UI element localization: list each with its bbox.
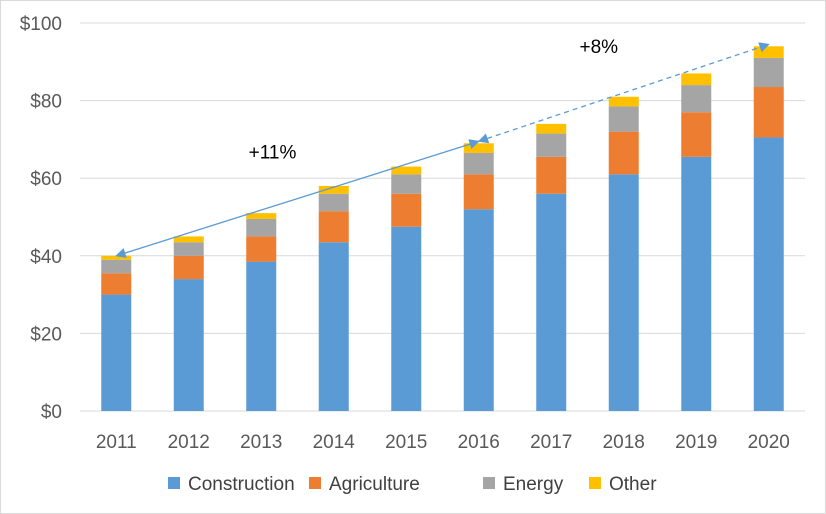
legend-label-construction: Construction xyxy=(188,474,295,495)
legend-swatch-construction xyxy=(168,477,180,489)
y-tick-label: $20 xyxy=(30,324,62,345)
bar-other-2012 xyxy=(173,236,204,243)
bar-energy-2015 xyxy=(391,174,422,194)
bar-energy-2018 xyxy=(608,106,639,132)
bar-construction-2020 xyxy=(753,137,784,411)
y-tick-label: $0 xyxy=(41,402,62,423)
growth-annotation-label: +8% xyxy=(579,37,618,58)
x-tick-label: 2017 xyxy=(530,432,572,453)
bar-agriculture-2018 xyxy=(608,131,639,175)
bar-construction-2017 xyxy=(536,193,567,411)
bar-agriculture-2013 xyxy=(246,236,277,262)
bar-other-2019 xyxy=(681,73,712,86)
bar-other-2011 xyxy=(101,255,132,260)
growth-annotation-label: +11% xyxy=(249,143,297,164)
bar-construction-2019 xyxy=(681,156,712,411)
y-tick-label: $40 xyxy=(30,247,62,268)
bar-construction-2015 xyxy=(391,226,422,411)
y-tick-label: $80 xyxy=(30,92,62,113)
bar-agriculture-2019 xyxy=(681,112,712,157)
bar-agriculture-2011 xyxy=(101,273,132,295)
legend-label-energy: Energy xyxy=(503,474,564,495)
bar-energy-2014 xyxy=(318,193,349,212)
bar-energy-2020 xyxy=(753,57,784,88)
x-tick-label: 2020 xyxy=(748,432,790,453)
bar-other-2018 xyxy=(608,96,639,107)
bar-construction-2018 xyxy=(608,174,639,411)
legend-label-other: Other xyxy=(609,474,657,495)
growth-arrow-2 xyxy=(477,42,770,144)
y-tick-label: $60 xyxy=(30,169,62,190)
x-tick-label: 2018 xyxy=(603,432,645,453)
legend-swatch-energy xyxy=(483,477,495,489)
bar-construction-2011 xyxy=(101,294,132,411)
bar-agriculture-2015 xyxy=(391,193,422,227)
bar-other-2020 xyxy=(753,46,784,58)
bar-energy-2013 xyxy=(246,218,277,237)
x-tick-label: 2014 xyxy=(313,432,356,453)
bar-other-2017 xyxy=(536,123,567,134)
x-tick-label: 2013 xyxy=(240,432,282,453)
bar-agriculture-2014 xyxy=(318,211,349,243)
bar-construction-2016 xyxy=(463,209,494,411)
bar-construction-2014 xyxy=(318,242,349,411)
bar-energy-2016 xyxy=(463,152,494,175)
x-tick-label: 2019 xyxy=(675,432,717,453)
x-tick-label: 2012 xyxy=(168,432,210,453)
x-tick-label: 2016 xyxy=(458,432,500,453)
bar-energy-2012 xyxy=(173,242,204,256)
x-tick-label: 2011 xyxy=(96,432,137,453)
bar-energy-2019 xyxy=(681,85,712,113)
bar-agriculture-2012 xyxy=(173,255,204,280)
bar-construction-2013 xyxy=(246,261,277,411)
bar-energy-2017 xyxy=(536,133,567,157)
bar-agriculture-2017 xyxy=(536,156,567,194)
x-tick-label: 2015 xyxy=(385,432,427,453)
bar-agriculture-2016 xyxy=(463,174,494,210)
y-tick-label: $100 xyxy=(20,14,62,35)
legend-label-agriculture: Agriculture xyxy=(329,474,420,495)
bar-agriculture-2020 xyxy=(753,87,784,138)
bar-energy-2011 xyxy=(101,259,132,274)
legend-swatch-other xyxy=(589,477,601,489)
growth-arrow-1 xyxy=(115,139,480,258)
legend-swatch-agriculture xyxy=(309,477,321,489)
bar-construction-2012 xyxy=(173,279,204,411)
